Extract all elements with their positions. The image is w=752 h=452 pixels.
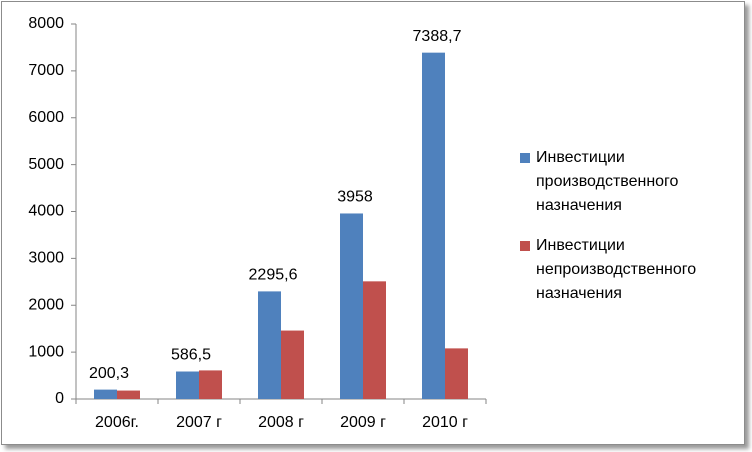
x-tick-label: 2007 г <box>176 414 222 431</box>
bar <box>340 213 363 399</box>
bar <box>117 390 140 399</box>
value-label: 7388,7 <box>413 28 462 45</box>
y-tick-label: 4000 <box>28 203 64 220</box>
value-label: 2295,6 <box>249 267 298 284</box>
legend-swatch <box>520 241 530 251</box>
legend-item: Инвестиции производственного назначения <box>520 146 740 218</box>
bar <box>258 291 281 399</box>
x-tick-label: 2010 г <box>422 414 468 431</box>
bar <box>94 389 117 399</box>
bar <box>199 370 222 399</box>
y-tick-label: 7000 <box>28 62 64 79</box>
legend-swatch <box>520 153 530 163</box>
legend-label: Инвестиции непроизводственного назначени… <box>536 237 697 302</box>
legend-label: Инвестиции производственного назначения <box>536 149 679 214</box>
y-tick-label: 5000 <box>28 156 64 173</box>
bar <box>176 371 199 399</box>
bar <box>445 348 468 399</box>
legend-item: Инвестиции непроизводственного назначени… <box>520 234 740 306</box>
x-tick-label: 2009 г <box>340 414 386 431</box>
bar <box>422 52 445 399</box>
y-tick-label: 2000 <box>28 296 64 313</box>
value-label: 586,5 <box>171 347 211 364</box>
value-label: 200,3 <box>89 365 129 382</box>
bar <box>281 330 304 399</box>
y-tick-label: 1000 <box>28 343 64 360</box>
y-tick-label: 0 <box>55 390 64 407</box>
y-tick-label: 8000 <box>28 15 64 32</box>
x-tick-label: 2006г. <box>95 414 139 431</box>
bar <box>363 281 386 399</box>
y-tick-label: 6000 <box>28 109 64 126</box>
value-label: 3958 <box>337 189 373 206</box>
x-tick-label: 2008 г <box>258 414 304 431</box>
y-tick-label: 3000 <box>28 250 64 267</box>
